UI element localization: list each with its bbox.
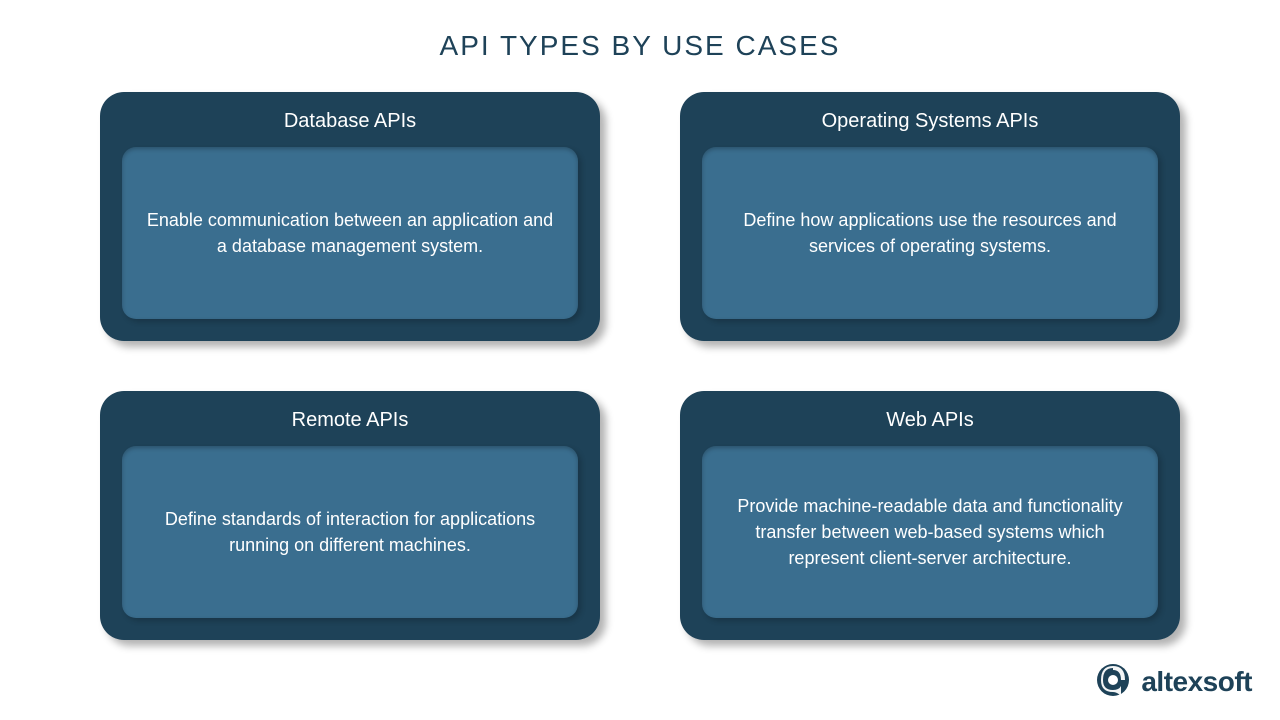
card-wrapper: Remote APIs Define standards of interact… bbox=[100, 391, 600, 640]
card-wrapper: Operating Systems APIs Define how applic… bbox=[680, 92, 1180, 341]
page-title: API TYPES BY USE CASES bbox=[100, 30, 1180, 62]
card-web-apis: Web APIs Provide machine-readable data a… bbox=[680, 391, 1180, 640]
card-wrapper: Web APIs Provide machine-readable data a… bbox=[680, 391, 1180, 640]
card-body: Define how applications use the resource… bbox=[702, 147, 1158, 319]
card-wrapper: Database APIs Enable communication betwe… bbox=[100, 92, 600, 341]
cards-grid: Database APIs Enable communication betwe… bbox=[100, 92, 1180, 640]
card-body: Enable communication between an applicat… bbox=[122, 147, 578, 319]
card-header: Remote APIs bbox=[122, 409, 578, 432]
card-body: Provide machine-readable data and functi… bbox=[702, 446, 1158, 618]
brand-logo: altexsoft bbox=[1093, 662, 1252, 702]
card-header: Database APIs bbox=[122, 110, 578, 133]
card-header: Operating Systems APIs bbox=[702, 110, 1158, 133]
card-remote-apis: Remote APIs Define standards of interact… bbox=[100, 391, 600, 640]
card-operating-systems-apis: Operating Systems APIs Define how applic… bbox=[680, 92, 1180, 341]
brand-logo-text: altexsoft bbox=[1141, 666, 1252, 698]
card-header: Web APIs bbox=[702, 409, 1158, 432]
card-body: Define standards of interaction for appl… bbox=[122, 446, 578, 618]
infographic-container: API TYPES BY USE CASES Database APIs Ena… bbox=[0, 0, 1280, 720]
altexsoft-logo-icon bbox=[1093, 662, 1133, 702]
card-database-apis: Database APIs Enable communication betwe… bbox=[100, 92, 600, 341]
